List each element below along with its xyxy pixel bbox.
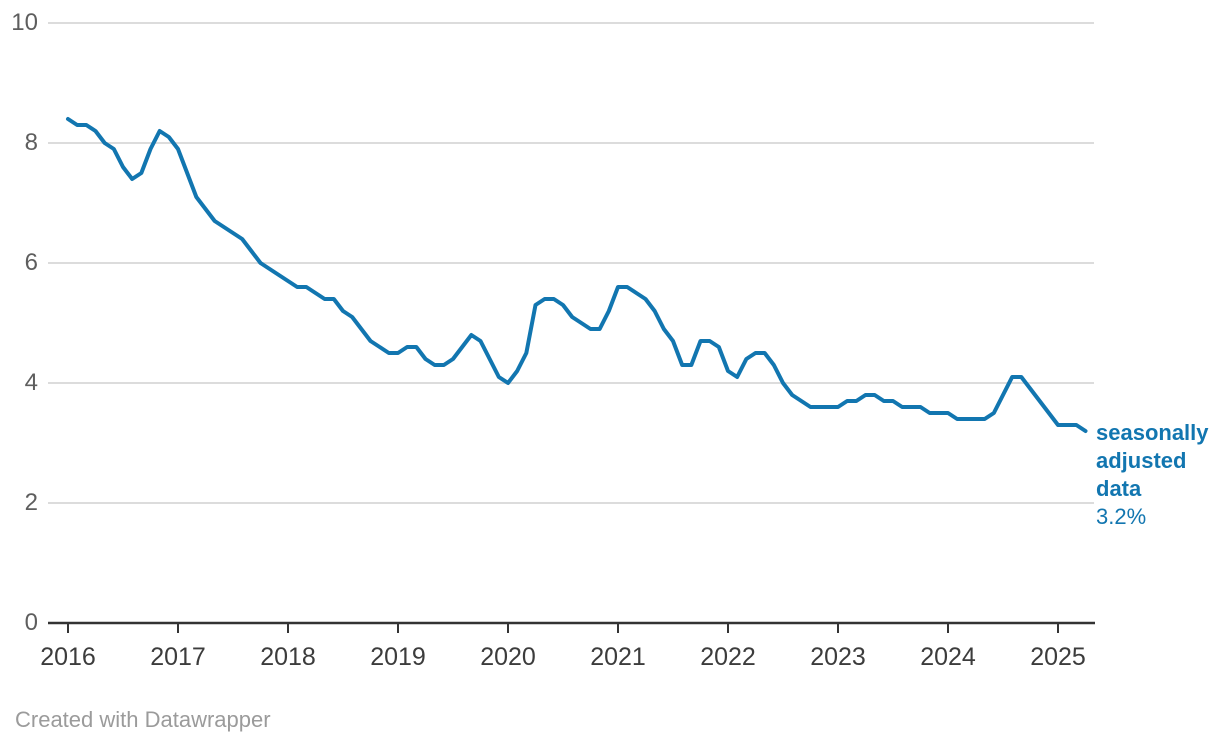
x-tick-label: 2022 <box>700 643 756 671</box>
x-tick-label: 2017 <box>150 643 206 671</box>
x-tick-label: 2019 <box>370 643 426 671</box>
data-line <box>66 117 1088 433</box>
x-tick-label: 2023 <box>810 643 866 671</box>
y-tick-label: 8 <box>24 129 38 156</box>
y-tick-label: 4 <box>24 369 38 396</box>
x-tick-label: 2021 <box>590 643 646 671</box>
x-tick-label: 2018 <box>260 643 316 671</box>
y-tick-label: 6 <box>24 249 38 276</box>
y-tick-label: 0 <box>24 609 38 636</box>
y-tick-label: 10 <box>11 9 38 36</box>
x-tick-label: 2020 <box>480 643 536 671</box>
datawrapper-credit: Created with Datawrapper <box>15 707 271 732</box>
series-value-label: 3.2% <box>1096 504 1147 529</box>
x-tick-label: 2016 <box>40 643 96 671</box>
series-label: seasonally adjusted data <box>1096 420 1209 501</box>
x-tick-label: 2025 <box>1030 643 1086 671</box>
y-tick-label: 2 <box>24 489 38 516</box>
x-tick-label: 2024 <box>920 643 976 671</box>
series-annotation: seasonally adjusted data 3.2% <box>1096 419 1218 531</box>
